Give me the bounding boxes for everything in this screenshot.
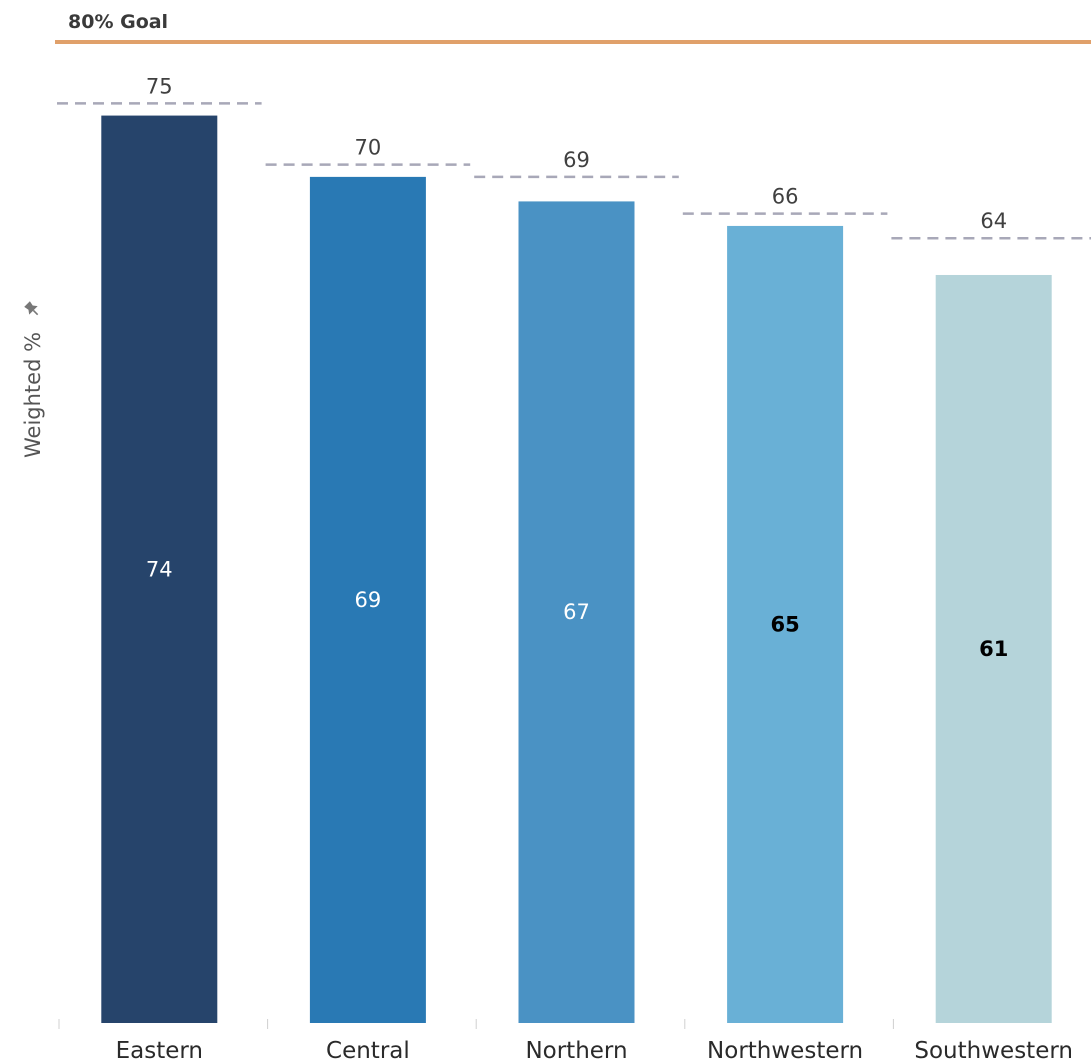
bar-value-label: 67: [563, 600, 590, 624]
bar-central: [309, 176, 426, 1023]
x-axis-ticks: [58, 1019, 894, 1029]
bar-value-label: 74: [146, 557, 173, 581]
y-axis-label: Weighted %: [21, 332, 45, 458]
target-value-label: 69: [563, 148, 590, 172]
pin-icon[interactable]: [23, 300, 42, 319]
target-value-labels: 75 70 69 66 64: [146, 74, 1007, 233]
bar-value-label: 69: [355, 588, 382, 612]
bar-value-label: 65: [770, 612, 799, 636]
x-axis-labels: Eastern Central Northern Northwestern Southw…: [116, 1038, 1073, 1063]
x-tick-label: Northern: [525, 1038, 627, 1063]
x-tick-label: Northwestern: [707, 1038, 863, 1063]
bar-northern: [518, 201, 635, 1024]
target-markers: [57, 102, 1091, 240]
bar-value-label: 61: [979, 637, 1008, 661]
bar-value-labels: 74 69 67 65 61: [146, 557, 1008, 661]
target-value-label: 64: [980, 209, 1007, 233]
target-value-label: 66: [772, 185, 799, 209]
goal-label: 80% Goal: [68, 11, 168, 33]
bars: [101, 115, 1052, 1024]
y-axis-label-group: Weighted %: [21, 300, 45, 458]
bar-eastern: [101, 115, 218, 1023]
x-tick-label: Southwestern: [914, 1038, 1073, 1063]
x-tick-label: Central: [326, 1038, 410, 1063]
x-tick-label: Eastern: [116, 1038, 203, 1063]
target-value-label: 75: [146, 74, 173, 98]
bar-northwestern: [727, 225, 844, 1023]
bar-southwestern: [935, 274, 1052, 1023]
target-value-label: 70: [355, 136, 382, 160]
